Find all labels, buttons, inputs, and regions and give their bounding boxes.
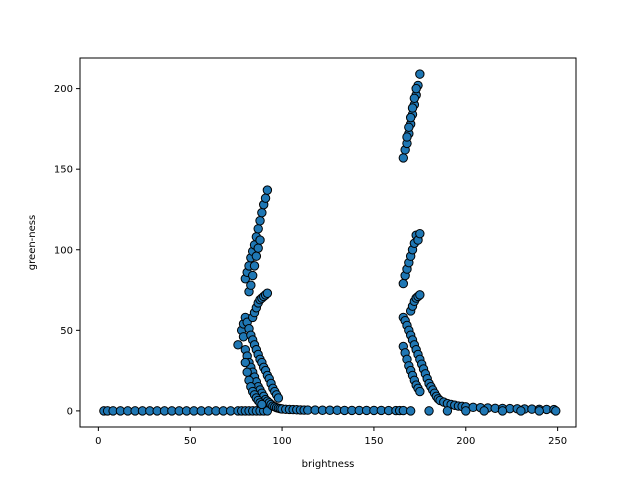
data-point (262, 185, 273, 195)
data-point (262, 288, 273, 298)
y-axis: 0 50 100 150 200 (54, 84, 80, 417)
y-axis-label: green-ness (27, 215, 38, 270)
data-point (246, 280, 256, 290)
y-tick-label: 100 (54, 245, 73, 256)
data-point (424, 406, 434, 416)
data-point (253, 243, 263, 253)
data-point (405, 406, 416, 416)
data-point (516, 406, 526, 416)
x-tick-label: 200 (456, 436, 475, 447)
data-point (257, 399, 267, 410)
x-tick-label: 100 (273, 436, 292, 447)
data-point (240, 357, 251, 368)
data-point (415, 228, 425, 239)
data-point (253, 224, 263, 234)
data-point (249, 261, 260, 271)
y-tick-label: 150 (54, 165, 73, 176)
data-point (233, 340, 243, 350)
data-point (405, 112, 416, 123)
data-point (257, 207, 267, 218)
y-tick-label: 50 (60, 326, 73, 337)
x-axis: 0 50 100 150 200 250 (95, 427, 567, 447)
data-point (407, 103, 418, 113)
y-tick-label: 0 (67, 406, 73, 417)
x-tick-label: 250 (548, 436, 567, 447)
data-point (415, 290, 425, 300)
x-axis-label: brightness (302, 459, 355, 470)
data-point (415, 386, 425, 397)
data-point (411, 83, 421, 94)
axes-frame (79, 57, 577, 428)
data-point (255, 216, 265, 226)
x-tick-label: 0 (95, 436, 101, 447)
x-tick-label: 150 (364, 436, 383, 447)
data-point (461, 406, 471, 416)
data-point (415, 69, 425, 79)
data-point (534, 406, 544, 416)
x-tick-label: 50 (184, 436, 197, 447)
data-point (551, 406, 561, 416)
data-point (409, 93, 420, 103)
data-point (497, 406, 508, 416)
data-point (247, 270, 258, 281)
data-point (260, 193, 271, 203)
data-point (251, 251, 262, 261)
data-point (273, 393, 284, 403)
data-point (242, 367, 252, 377)
data-point (404, 122, 414, 132)
data-point (479, 406, 489, 416)
data-point (442, 406, 453, 416)
data-point (398, 153, 409, 163)
data-point (398, 278, 409, 289)
data-point (402, 132, 412, 142)
y-tick-label: 200 (54, 84, 73, 95)
data-point (255, 235, 265, 245)
plot-area (99, 69, 561, 416)
